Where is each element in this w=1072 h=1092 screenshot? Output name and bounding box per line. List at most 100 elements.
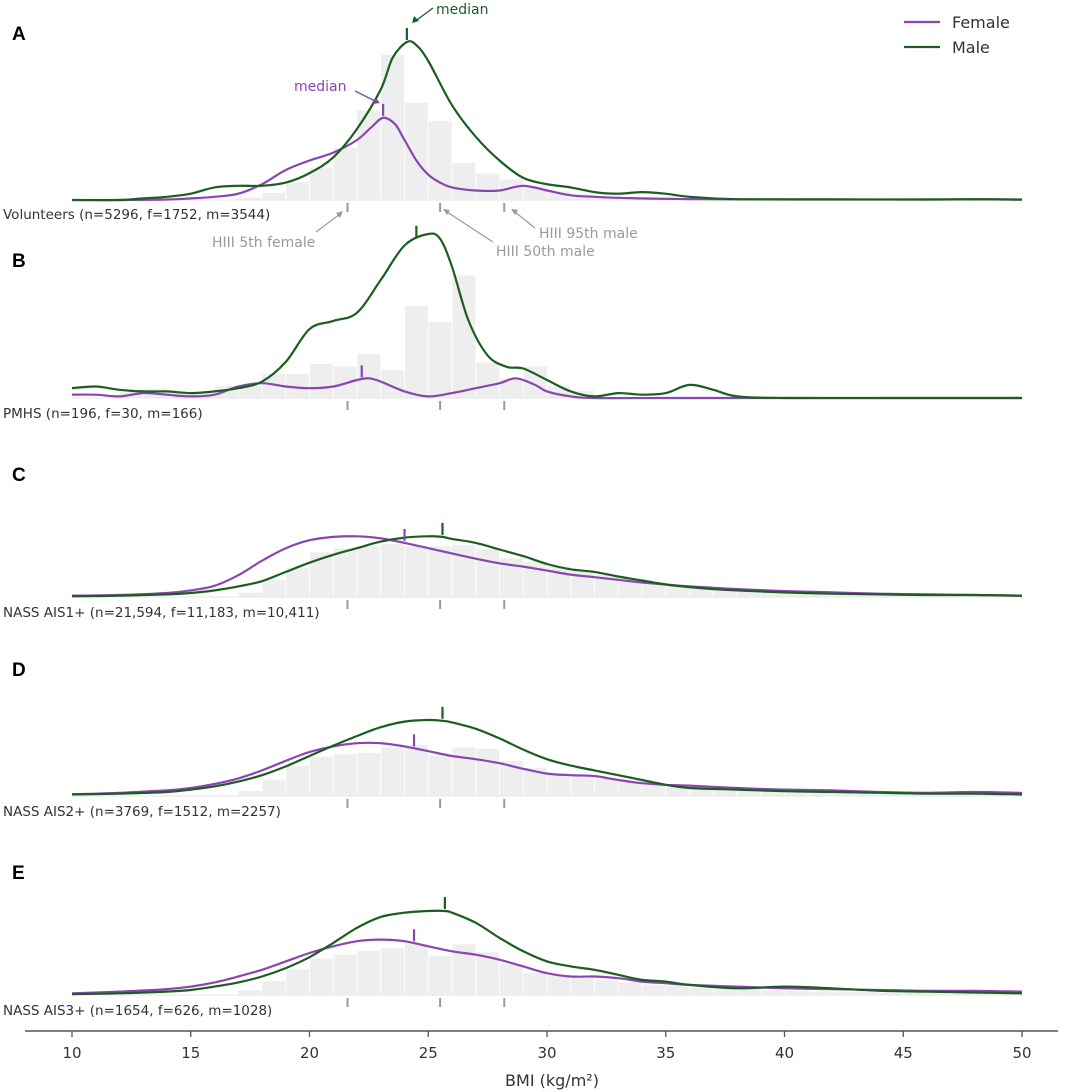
panel-a: A Volunteers (n=5296, f=1752, m=3544) [3, 24, 1023, 223]
histogram-bar [760, 989, 785, 996]
histogram-bar [807, 990, 833, 996]
histogram-bar [332, 753, 358, 797]
histogram-bar [309, 363, 334, 399]
histogram-bar [617, 782, 643, 797]
histogram-bar [380, 947, 405, 996]
x-tick-label: 15 [181, 1044, 200, 1062]
histogram-bar [641, 784, 667, 797]
reference-ticks [346, 998, 506, 1007]
panel-letter: D [12, 660, 26, 681]
annotations: median median HIII 5th female HIII 50th … [212, 2, 638, 260]
median-male-label: median [436, 2, 488, 18]
x-axis: 10 15 20 25 30 35 40 45 50 BMI (kg/m²) [25, 1030, 1058, 1090]
panels: A Volunteers (n=5296, f=1752, m=3544) B PMH… [3, 24, 1023, 1019]
female-density-line [71, 377, 1022, 400]
x-tick-label: 30 [537, 1044, 556, 1062]
male-density-line [71, 535, 1023, 598]
hiii-95th-male-label: HIII 95th male [539, 226, 638, 242]
histogram-bar [285, 765, 310, 797]
histogram-bar [285, 372, 310, 399]
histogram-bar [427, 321, 453, 399]
histogram-bar [570, 976, 595, 996]
x-tick-label: 45 [894, 1044, 913, 1062]
histogram-bar [617, 981, 643, 996]
hiii-95th-male-arrow [514, 211, 536, 229]
hiii-95th-male-arrowhead [511, 209, 518, 215]
histogram-bar [261, 778, 287, 797]
male-density-line [71, 909, 1023, 996]
histogram-bar [285, 566, 310, 598]
x-tick-label: 10 [62, 1044, 81, 1062]
histogram [237, 543, 1023, 598]
histogram-bar [404, 943, 429, 996]
histogram-bar [736, 988, 762, 996]
histogram-bar [380, 746, 405, 797]
histogram-bar [404, 743, 429, 797]
histogram-bar [356, 545, 382, 598]
histogram [237, 54, 619, 201]
histogram-bar [689, 986, 714, 996]
panel-d: D NASS AIS2+ (n=3769, f=1512, m=2257) [3, 660, 1023, 820]
histogram-bar [594, 978, 619, 996]
histogram-bar [475, 361, 500, 399]
hiii-50th-male-arrow [446, 211, 494, 243]
histogram-bar [641, 984, 667, 996]
histogram-bar [451, 274, 477, 399]
histogram [237, 743, 1023, 797]
histogram-bar [285, 968, 310, 996]
histogram-bar [285, 181, 310, 201]
reference-ticks [346, 600, 506, 609]
x-axis-title: BMI (kg/m²) [505, 1071, 599, 1090]
median-female-label: median [294, 79, 346, 95]
panel-caption: NASS AIS3+ (n=1654, f=626, m=1028) [3, 1003, 272, 1019]
panel-letter: B [12, 251, 26, 272]
histogram-bar [404, 305, 429, 399]
histogram-bar [522, 972, 548, 996]
panel-c: C NASS AIS1+ (n=21,594, f=11,183, m=10,41… [3, 465, 1023, 621]
x-tick-label: 20 [300, 1044, 319, 1062]
histogram-bar [665, 985, 690, 996]
histogram-bar [594, 777, 619, 797]
female-density-line [71, 116, 1023, 202]
median-male-arrowhead [412, 16, 419, 23]
histogram-bar [546, 974, 572, 996]
panel-letter: C [12, 465, 26, 486]
reference-ticks [346, 203, 506, 212]
hiii-5th-female-arrowhead [336, 211, 343, 218]
median-female-arrow [354, 90, 378, 103]
histogram-bar [237, 989, 263, 996]
histogram-bar [475, 172, 500, 201]
panel-letter: E [12, 863, 25, 884]
histogram-bar [356, 353, 382, 399]
x-tick-label: 50 [1012, 1044, 1031, 1062]
histogram-bar [570, 775, 595, 797]
histogram-bar [807, 792, 833, 797]
female-density-line [71, 938, 1023, 995]
histogram-bar [451, 162, 477, 201]
female-density-line [71, 741, 1023, 796]
hiii-5th-female-arrow [315, 213, 341, 233]
histogram-bar [356, 950, 382, 996]
hiii-50th-male-arrowhead [443, 209, 450, 215]
hiii-5th-female-label: HIII 5th female [212, 235, 315, 251]
male-density-line [71, 232, 1022, 400]
histogram-bar [309, 756, 334, 797]
male-density-line [71, 40, 1023, 202]
panel-caption: PMHS (n=196, f=30, m=166) [3, 406, 203, 422]
histogram-bar [261, 578, 287, 598]
histogram-bar [237, 790, 263, 797]
panel-caption: NASS AIS1+ (n=21,594, f=11,183, m=10,411… [3, 605, 320, 621]
histogram-bar [451, 746, 477, 797]
histogram-bar [451, 544, 477, 598]
x-tick-label: 40 [775, 1044, 794, 1062]
histogram-bar [332, 954, 358, 996]
hiii-50th-male-label: HIII 50th male [496, 244, 595, 260]
panel-b: B PMHS (n=196, f=30, m=166) [3, 225, 1022, 422]
histogram-bar [404, 102, 429, 201]
histogram-bar [427, 955, 453, 996]
histogram-bar [332, 547, 358, 598]
x-tick-label: 35 [656, 1044, 675, 1062]
histogram-bar [380, 543, 405, 598]
panel-caption: NASS AIS2+ (n=3769, f=1512, m=2257) [3, 804, 281, 820]
